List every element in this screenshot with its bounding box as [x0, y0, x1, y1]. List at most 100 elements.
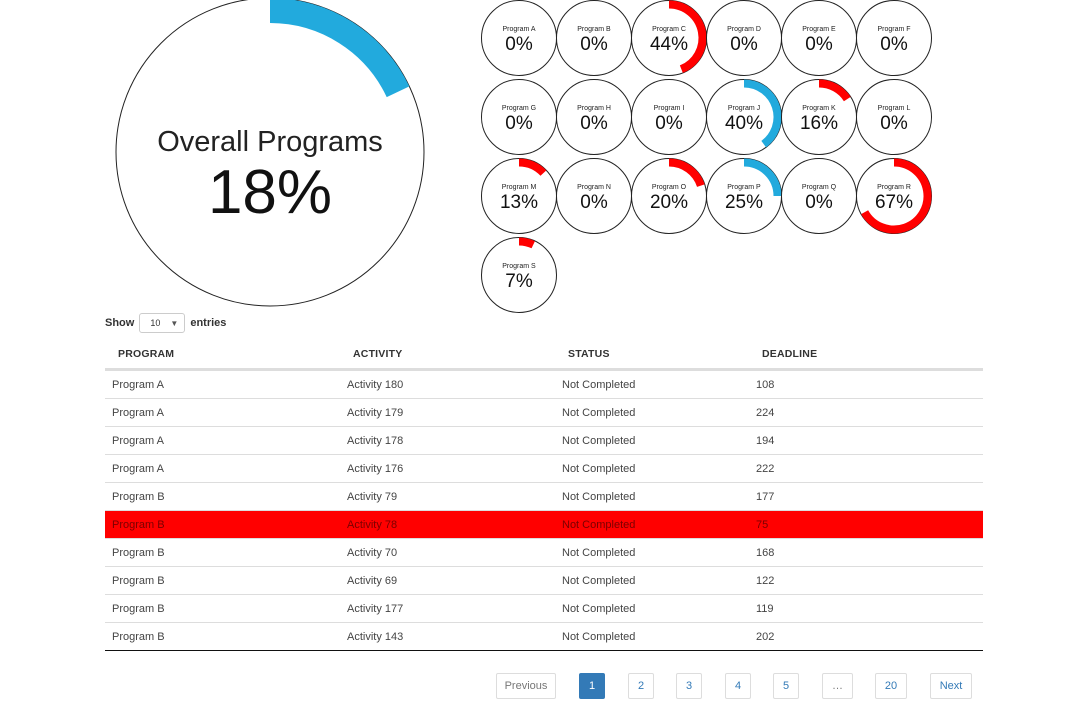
- ring-label: Program B: [577, 26, 611, 33]
- cell-status: Not Completed: [555, 566, 749, 595]
- ring-percent: 40%: [725, 113, 763, 134]
- previous-button[interactable]: Previous: [496, 673, 556, 699]
- page-button-1[interactable]: 1: [579, 673, 605, 699]
- progress-arc: [518, 237, 535, 249]
- table-row[interactable]: Program B Activity 79 Not Completed 177: [105, 482, 983, 511]
- cell-activity: Activity 70: [340, 538, 555, 567]
- table-row[interactable]: Program A Activity 178 Not Completed 194: [105, 426, 983, 455]
- cell-deadline: 222: [749, 454, 983, 483]
- program-ring: Program I0%: [631, 79, 707, 155]
- ring-label: Overall Programs: [157, 126, 383, 158]
- cell-activity: Activity 180: [340, 369, 555, 399]
- page-button-5[interactable]: 5: [773, 673, 799, 699]
- page-button-2[interactable]: 2: [628, 673, 654, 699]
- program-ring: Program G0%: [481, 79, 557, 155]
- cell-program: Program B: [105, 622, 340, 651]
- ring-outline: [115, 0, 425, 307]
- cell-status: Not Completed: [555, 426, 749, 455]
- program-ring: Program E0%: [781, 0, 857, 76]
- ring-percent: 20%: [650, 192, 688, 213]
- pagination: Previous 1 2 3 4 5 … 20 Next: [0, 673, 1081, 699]
- ring-percent: 0%: [805, 34, 833, 55]
- ring-label: Program E: [802, 26, 836, 33]
- ring-outline: [856, 0, 932, 76]
- activities-table: PROGRAM ACTIVITY STATUS DEADLINE Program…: [105, 340, 983, 651]
- page-button-3[interactable]: 3: [676, 673, 702, 699]
- ring-label: Program L: [878, 105, 911, 112]
- cell-deadline: 119: [749, 594, 983, 623]
- cell-program: Program A: [105, 426, 340, 455]
- cell-status: Not Completed: [555, 538, 749, 567]
- progress-arc: [743, 79, 782, 148]
- cell-status: Not Completed: [555, 594, 749, 623]
- program-ring: Program A0%: [481, 0, 557, 76]
- cell-status: Not Completed: [555, 482, 749, 511]
- table-header-row: PROGRAM ACTIVITY STATUS DEADLINE: [105, 340, 983, 371]
- table-row[interactable]: Program B Activity 177 Not Completed 119: [105, 594, 983, 623]
- program-ring: Program J40%: [706, 79, 782, 155]
- cell-activity: Activity 79: [340, 482, 555, 511]
- progress-arc: [668, 158, 705, 188]
- cell-deadline: 108: [749, 369, 983, 399]
- program-ring: Program H0%: [556, 79, 632, 155]
- program-ring: Program F0%: [856, 0, 932, 76]
- table-row[interactable]: Program A Activity 176 Not Completed 222: [105, 454, 983, 483]
- cell-program: Program B: [105, 538, 340, 567]
- program-ring: Program M13%: [481, 158, 557, 234]
- ring-percent: 16%: [800, 113, 838, 134]
- table-row[interactable]: Program B Activity 69 Not Completed 122: [105, 566, 983, 595]
- cell-deadline: 122: [749, 566, 983, 595]
- ring-percent: 25%: [725, 192, 763, 213]
- ring-label: Program D: [727, 26, 761, 33]
- program-ring: Program S7%: [481, 237, 557, 313]
- ring-label: Program G: [502, 105, 536, 112]
- ring-label: Program F: [877, 26, 910, 33]
- ring-percent: 0%: [505, 34, 533, 55]
- caret-down-icon: ▼: [170, 318, 179, 328]
- ring-percent: 44%: [650, 34, 688, 55]
- cell-program: Program A: [105, 369, 340, 399]
- cell-activity: Activity 178: [340, 426, 555, 455]
- cell-program: Program A: [105, 398, 340, 427]
- page-button-4[interactable]: 4: [725, 673, 751, 699]
- ring-label: Program Q: [802, 184, 837, 191]
- cell-deadline: 202: [749, 622, 983, 651]
- page-button-20[interactable]: 20: [875, 673, 907, 699]
- ring-percent: 0%: [580, 192, 608, 213]
- table-row[interactable]: Program B Activity 70 Not Completed 168: [105, 538, 983, 567]
- column-header-activity[interactable]: ACTIVITY: [340, 340, 555, 371]
- ring-percent: 0%: [730, 34, 758, 55]
- ring-percent: 18%: [208, 158, 332, 227]
- cell-deadline: 177: [749, 482, 983, 511]
- ring-label: Program R: [877, 184, 911, 191]
- column-header-status[interactable]: STATUS: [555, 340, 749, 371]
- table-row[interactable]: Program B Activity 78 Not Completed 75: [105, 510, 983, 539]
- table-row[interactable]: Program A Activity 180 Not Completed 108: [105, 369, 983, 399]
- progress-arc: [518, 158, 547, 176]
- ring-outline: [856, 79, 932, 155]
- progress-arc: [818, 79, 851, 102]
- ring-label: Program M: [502, 184, 537, 191]
- program-ring: Program Q0%: [781, 158, 857, 234]
- ring-label: Program J: [728, 105, 760, 112]
- entries-select-value: 10: [150, 318, 161, 328]
- cell-activity: Activity 177: [340, 594, 555, 623]
- cell-program: Program A: [105, 454, 340, 483]
- progress-arc: [861, 158, 932, 234]
- cell-activity: Activity 176: [340, 454, 555, 483]
- table-row[interactable]: Program B Activity 143 Not Completed 202: [105, 622, 983, 651]
- progress-arc: [269, 0, 410, 98]
- cell-status: Not Completed: [555, 622, 749, 651]
- cell-activity: Activity 143: [340, 622, 555, 651]
- entries-select[interactable]: 10 ▼: [139, 313, 186, 333]
- table-row[interactable]: Program A Activity 179 Not Completed 224: [105, 398, 983, 427]
- cell-activity: Activity 179: [340, 398, 555, 427]
- column-header-program[interactable]: PROGRAM: [105, 340, 340, 371]
- next-button[interactable]: Next: [930, 673, 972, 699]
- ring-percent: 0%: [505, 113, 533, 134]
- program-ring: Program R67%: [856, 158, 932, 234]
- ring-percent: 7%: [505, 271, 533, 292]
- column-header-deadline[interactable]: DEADLINE: [749, 340, 983, 371]
- ring-percent: 67%: [875, 192, 913, 213]
